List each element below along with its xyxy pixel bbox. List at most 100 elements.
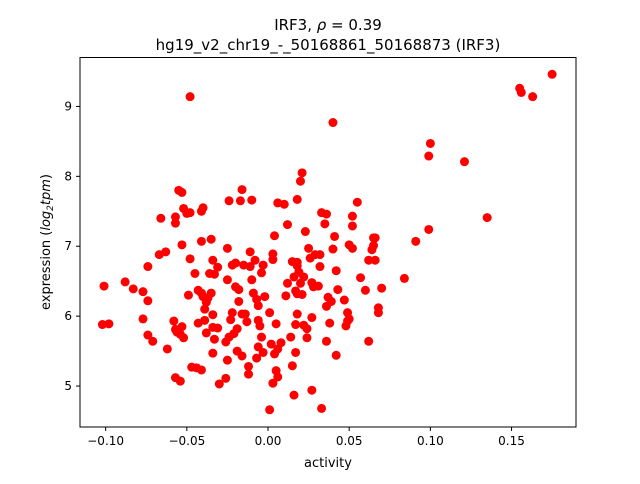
data-point: [206, 234, 216, 244]
data-point: [175, 329, 185, 339]
data-point: [247, 275, 257, 285]
data-point: [193, 318, 203, 328]
data-point: [128, 284, 138, 294]
data-point: [315, 250, 325, 260]
data-point: [240, 309, 250, 319]
data-point: [307, 313, 317, 323]
data-point: [411, 236, 421, 246]
data-point: [206, 288, 216, 298]
data-point: [214, 379, 224, 389]
y-tick-label: 5: [64, 379, 72, 393]
data-point: [370, 233, 380, 243]
axes-frame: [79, 57, 577, 428]
data-point: [302, 324, 312, 334]
data-point: [201, 328, 211, 338]
data-point: [268, 378, 278, 388]
data-point: [282, 220, 292, 230]
data-point: [222, 275, 232, 285]
data-point: [253, 301, 263, 311]
data-point: [185, 92, 195, 102]
data-point: [231, 258, 241, 268]
x-tick-label: 0.10: [417, 434, 444, 448]
data-point: [331, 266, 341, 276]
data-point: [255, 321, 265, 331]
data-point: [250, 255, 260, 265]
data-point: [148, 336, 158, 346]
data-point: [282, 278, 292, 288]
x-tick-label: 0.00: [255, 434, 282, 448]
data-point: [302, 333, 312, 343]
data-point: [221, 373, 231, 383]
data-point: [213, 262, 223, 272]
data-point: [252, 353, 262, 363]
data-point: [99, 281, 109, 291]
data-point: [213, 323, 223, 333]
data-point: [289, 390, 299, 400]
data-point: [156, 213, 166, 223]
x-axis-ticks: −0.10 −0.05 0.00 0.05 0.10 0.15: [87, 427, 525, 448]
data-point: [424, 224, 434, 234]
data-point: [257, 268, 267, 278]
data-point: [370, 255, 380, 265]
data-point: [352, 197, 362, 207]
data-point: [209, 334, 219, 344]
data-point: [307, 385, 317, 395]
data-point: [328, 118, 338, 128]
chart-title: IRF3, ρ = 0.39: [274, 16, 382, 34]
data-point: [258, 260, 268, 270]
data-point: [229, 329, 239, 339]
y-tick-label: 7: [64, 239, 72, 253]
data-point: [347, 243, 357, 253]
data-point: [317, 403, 327, 413]
data-point: [347, 221, 357, 231]
data-point: [369, 241, 379, 251]
y-axis-label: expression (log2tpm): [39, 174, 56, 310]
data-point: [360, 285, 370, 295]
data-point: [273, 372, 283, 382]
data-point: [328, 244, 338, 254]
data-point: [268, 255, 278, 265]
data-point: [177, 187, 187, 197]
data-point: [234, 285, 244, 295]
data-point: [138, 287, 148, 297]
data-point: [291, 347, 301, 357]
data-point: [208, 255, 218, 265]
data-point: [330, 231, 340, 241]
data-point: [300, 227, 310, 237]
data-point: [235, 196, 245, 206]
data-point: [347, 211, 357, 221]
data-point: [547, 69, 557, 79]
data-point: [209, 269, 219, 279]
x-tick-label: 0.05: [336, 434, 363, 448]
data-point: [183, 290, 193, 300]
y-tick-label: 9: [64, 99, 72, 113]
data-point: [208, 348, 218, 358]
data-point: [333, 285, 343, 295]
data-point: [232, 346, 242, 356]
data-point: [292, 194, 302, 204]
y-tick-label: 8: [64, 169, 72, 183]
data-point: [162, 344, 172, 354]
data-point: [270, 231, 280, 241]
data-point: [287, 361, 297, 371]
data-point: [377, 283, 387, 293]
data-point: [286, 332, 296, 342]
data-point: [177, 322, 187, 332]
data-point: [266, 339, 276, 349]
data-point: [265, 308, 275, 318]
data-point: [234, 296, 244, 306]
data-point: [177, 240, 187, 250]
data-point: [459, 157, 469, 167]
data-point: [97, 320, 107, 330]
data-point: [356, 273, 366, 283]
data-point: [321, 209, 331, 219]
data-point: [224, 196, 234, 206]
data-point: [297, 289, 307, 299]
data-point: [208, 310, 218, 320]
data-point: [244, 361, 254, 371]
y-axis-ticks: 5 6 7 8 9: [64, 99, 80, 393]
data-point: [339, 295, 349, 305]
data-point: [237, 185, 247, 195]
chart-subtitle: hg19_v2_chr19_-_50168861_50168873 (IRF3): [156, 36, 501, 55]
